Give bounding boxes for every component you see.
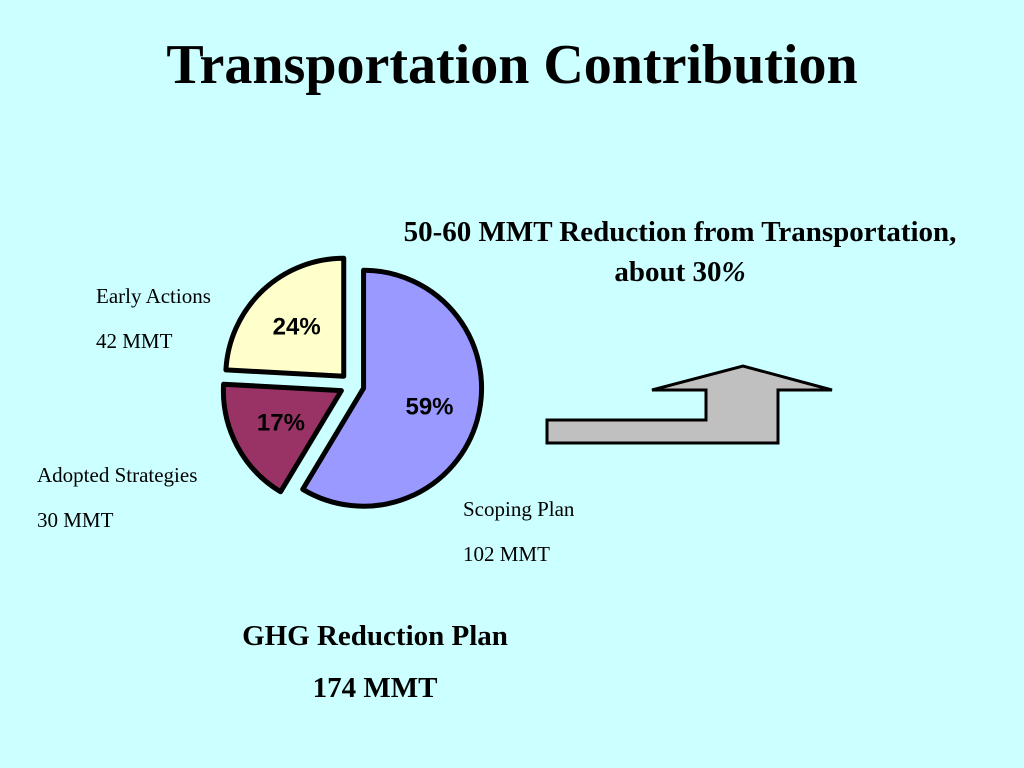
slice-adopted-strategies [220,381,344,495]
slice-early-actions-percent-label: 24% [273,314,321,341]
slide-title: Transportation Contribution [166,34,858,96]
scoping-plan-amount: 102 MMT [463,542,550,566]
ghg-plan-total: 174 MMT [312,672,438,704]
slice-scoping-plan [300,267,485,509]
early-actions-label: Early Actions 42 MMT [96,284,211,374]
early-actions-amount: 42 MMT [96,329,173,353]
adopted-strategies-label: Adopted Strategies 30 MMT [37,463,197,553]
callout-line-1: 50-60 MMT Reduction from Transportation, [403,216,957,248]
callout-line-2-text: about 30 [614,256,722,288]
pie-slices: 59% 17% 24% [220,255,485,509]
adopted-strategies-name: Adopted Strategies [37,463,198,487]
callout-percent-sign: % [721,256,746,288]
slice-early-actions [223,255,347,379]
ghg-plan-title: GHG Reduction Plan [242,620,508,652]
callout-line-2: about 30% [340,252,1020,292]
slice-scoping-plan-percent-label: 59% [405,394,453,421]
adopted-strategies-amount: 30 MMT [37,508,114,532]
ghg-plan-summary: GHG Reduction Plan 174 MMT [175,618,575,722]
scoping-plan-label: Scoping Plan 102 MMT [463,497,574,587]
slice-adopted-strategies-percent-label: 17% [257,410,305,437]
transportation-callout: 50-60 MMT Reduction from Transportation,… [340,212,1020,292]
up-arrow-shape [545,364,833,445]
scoping-plan-name: Scoping Plan [463,497,575,521]
early-actions-name: Early Actions [96,284,211,308]
